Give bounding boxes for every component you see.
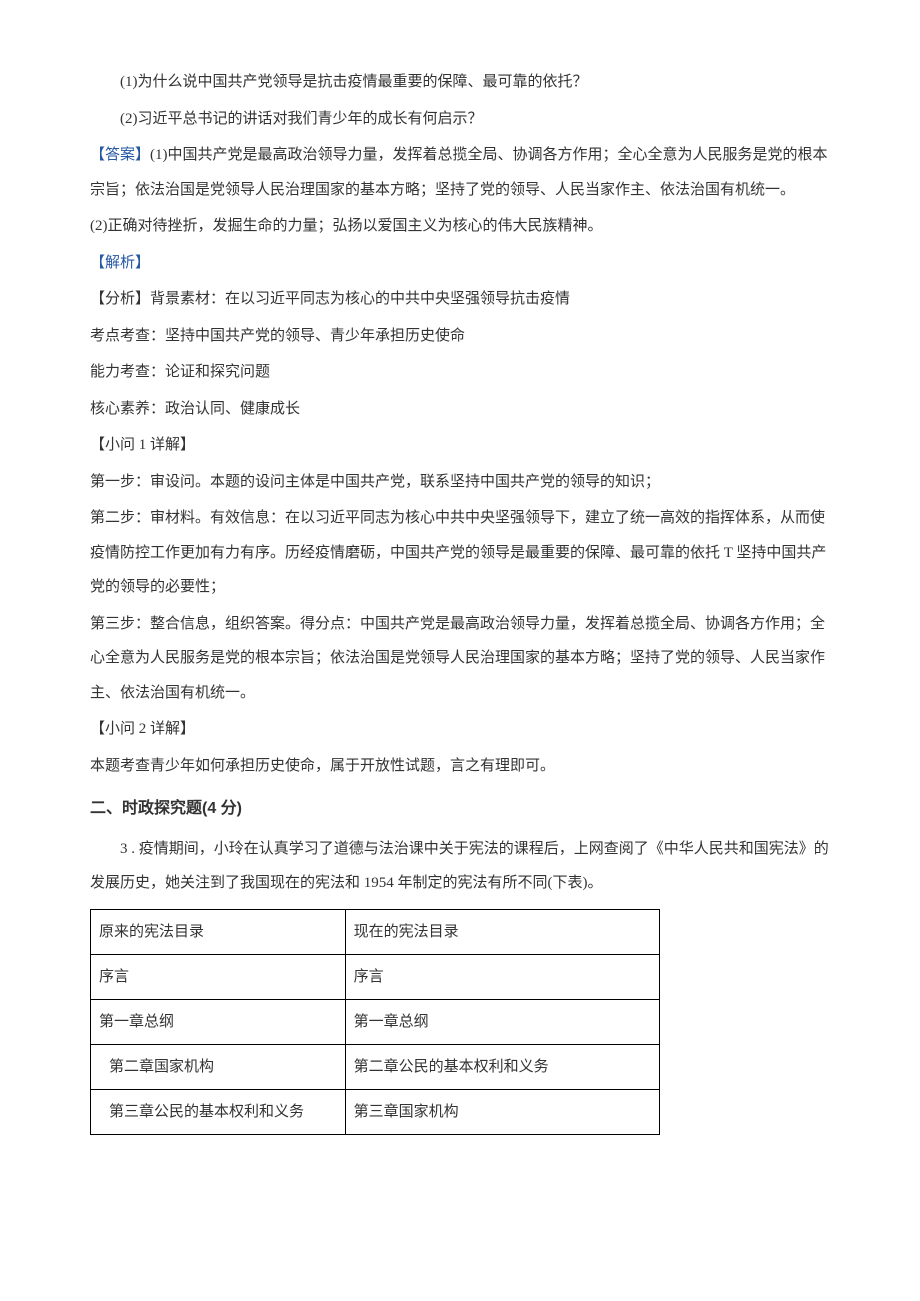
table-row: 第一章总纲 第一章总纲 bbox=[91, 999, 660, 1044]
q3-intro: 3 . 疫情期间，小玲在认真学习了道德与法治课中关于宪法的课程后，上网查阅了《中… bbox=[90, 832, 830, 901]
table-cell: 第二章公民的基本权利和义务 bbox=[345, 1044, 659, 1089]
q1-step1: 第一步：审设问。本题的设问主体是中国共产党，联系坚持中国共产党的领导的知识； bbox=[90, 465, 830, 500]
answer-label: 【答案】 bbox=[90, 147, 150, 163]
section-2-heading: 二、时政探究题(4 分) bbox=[90, 791, 830, 828]
constitution-comparison-table: 原来的宪法目录 现在的宪法目录 序言 序言 第一章总纲 第一章总纲 第二章国家机… bbox=[90, 909, 660, 1135]
q1-detail-heading: 【小问 1 详解】 bbox=[90, 428, 830, 463]
table-row: 原来的宪法目录 现在的宪法目录 bbox=[91, 909, 660, 954]
analysis-label-row: 【解析】 bbox=[90, 246, 830, 281]
question-2: (2)习近平总书记的讲话对我们青少年的成长有何启示？ bbox=[90, 102, 830, 137]
q1-step2: 第二步：审材料。有效信息：在以习近平同志为核心中共中央坚强领导下，建立了统一高效… bbox=[90, 501, 830, 605]
q2-detail-heading: 【小问 2 详解】 bbox=[90, 712, 830, 747]
table-cell: 序言 bbox=[91, 954, 346, 999]
analysis-nl: 能力考查：论证和探究问题 bbox=[90, 355, 830, 390]
table-cell: 第三章国家机构 bbox=[345, 1089, 659, 1134]
table-cell: 原来的宪法目录 bbox=[91, 909, 346, 954]
table-row: 序言 序言 bbox=[91, 954, 660, 999]
analysis-hx: 核心素养：政治认同、健康成长 bbox=[90, 392, 830, 427]
table-cell: 第一章总纲 bbox=[91, 999, 346, 1044]
answer-text-1: (1)中国共产党是最高政治领导力量，发挥着总揽全局、协调各方作用；全心全意为人民… bbox=[90, 147, 828, 198]
q2-content: 本题考查青少年如何承担历史使命，属于开放性试题，言之有理即可。 bbox=[90, 749, 830, 784]
q1-step3: 第三步：整合信息，组织答案。得分点：中国共产党是最高政治领导力量，发挥着总揽全局… bbox=[90, 607, 830, 711]
analysis-bg: 【分析】背景素材：在以习近平同志为核心的中共中央坚强领导抗击疫情 bbox=[90, 282, 830, 317]
question-1: (1)为什么说中国共产党领导是抗击疫情最重要的保障、最可靠的依托？ bbox=[90, 65, 830, 100]
analysis-label: 【解析】 bbox=[90, 255, 150, 271]
table-cell: 现在的宪法目录 bbox=[345, 909, 659, 954]
answer-block-1: 【答案】(1)中国共产党是最高政治领导力量，发挥着总揽全局、协调各方作用；全心全… bbox=[90, 138, 830, 207]
table-row: 第三章公民的基本权利和义务 第三章国家机构 bbox=[91, 1089, 660, 1134]
table-row: 第二章国家机构 第二章公民的基本权利和义务 bbox=[91, 1044, 660, 1089]
analysis-kd: 考点考查：坚持中国共产党的领导、青少年承担历史使命 bbox=[90, 319, 830, 354]
table-cell: 第三章公民的基本权利和义务 bbox=[91, 1089, 346, 1134]
answer-text-2: (2)正确对待挫折，发掘生命的力量；弘扬以爱国主义为核心的伟大民族精神。 bbox=[90, 209, 830, 244]
table-cell: 第二章国家机构 bbox=[91, 1044, 346, 1089]
table-cell: 第一章总纲 bbox=[345, 999, 659, 1044]
table-cell: 序言 bbox=[345, 954, 659, 999]
